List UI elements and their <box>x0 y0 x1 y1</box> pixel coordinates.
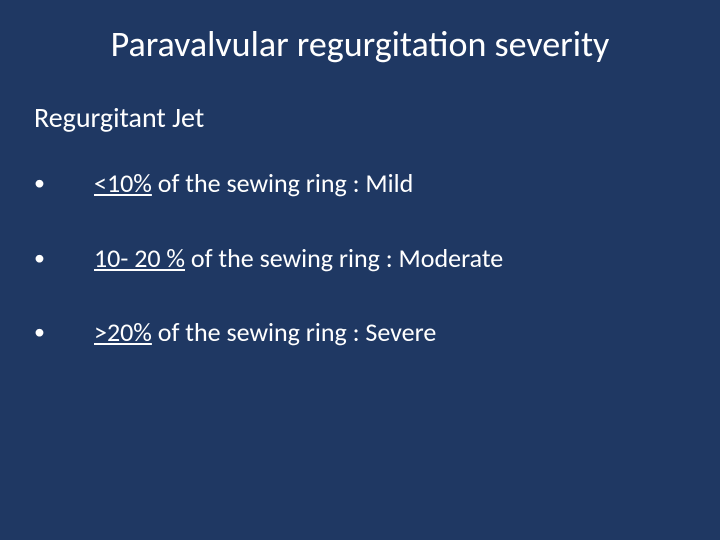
bullet-text: <10% of the sewing ring : Mild <box>94 167 688 200</box>
slide-subtitle: Regurgitant Jet <box>34 100 688 135</box>
bullet-text: 10- 20 % of the sewing ring : Moderate <box>94 242 688 275</box>
bullet-marker-icon: • <box>34 242 94 272</box>
list-item: • 10- 20 % of the sewing ring : Moderate <box>34 242 688 275</box>
slide: Paravalvular regurgitation severity Regu… <box>0 0 720 540</box>
bullet-rest: of the sewing ring : Moderate <box>185 242 503 274</box>
bullet-underlined: 10- 20 % <box>94 242 185 274</box>
bullet-marker-icon: • <box>34 167 94 197</box>
bullet-marker-icon: • <box>34 316 94 346</box>
bullet-rest: of the sewing ring : Severe <box>152 316 436 348</box>
list-item: • <10% of the sewing ring : Mild <box>34 167 688 200</box>
bullet-text: >20% of the sewing ring : Severe <box>94 316 688 349</box>
list-item: • >20% of the sewing ring : Severe <box>34 316 688 349</box>
bullet-underlined: <10% <box>94 167 152 199</box>
slide-title: Paravalvular regurgitation severity <box>32 22 688 66</box>
bullet-underlined: >20% <box>94 316 152 348</box>
bullet-rest: of the sewing ring : Mild <box>152 167 413 199</box>
bullet-list: • <10% of the sewing ring : Mild • 10- 2… <box>34 167 688 349</box>
